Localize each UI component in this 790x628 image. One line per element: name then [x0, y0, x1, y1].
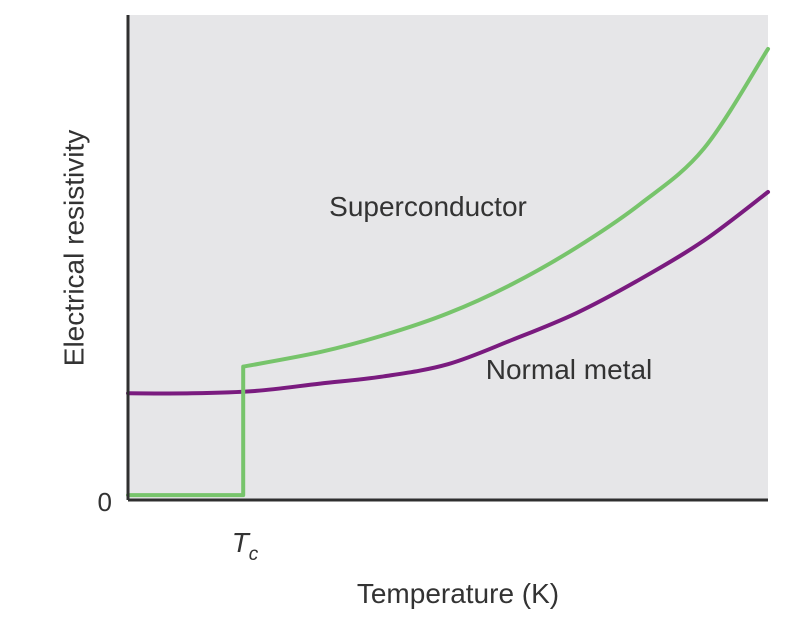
- series-label-superconductor: Superconductor: [329, 191, 527, 222]
- plot-background: [128, 15, 768, 500]
- y-axis-title: Electrical resistivity: [58, 130, 89, 366]
- series-line-normal-metal: [126, 190, 770, 396]
- series-line-superconductor: [126, 46, 770, 498]
- x-tick-label-tc: Tc: [232, 527, 259, 565]
- x-tick-label-tc-subscript: c: [249, 544, 259, 565]
- series-label-normal-metal: Normal metal: [486, 354, 652, 385]
- series-layer: [126, 46, 770, 498]
- x-tick-label-tc-main: T: [232, 527, 251, 558]
- x-axis-title: Temperature (K): [357, 578, 559, 609]
- y-tick-label-0: 0: [98, 487, 112, 517]
